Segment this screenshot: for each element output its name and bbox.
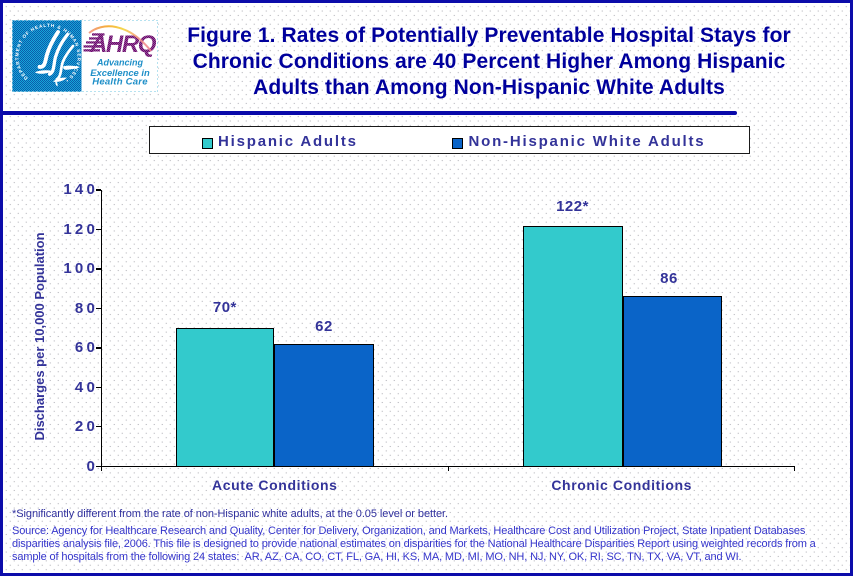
svg-text:Health Care: Health Care — [92, 76, 148, 87]
svg-text:Advancing: Advancing — [96, 58, 144, 68]
svg-text:Excellence in: Excellence in — [90, 67, 150, 78]
